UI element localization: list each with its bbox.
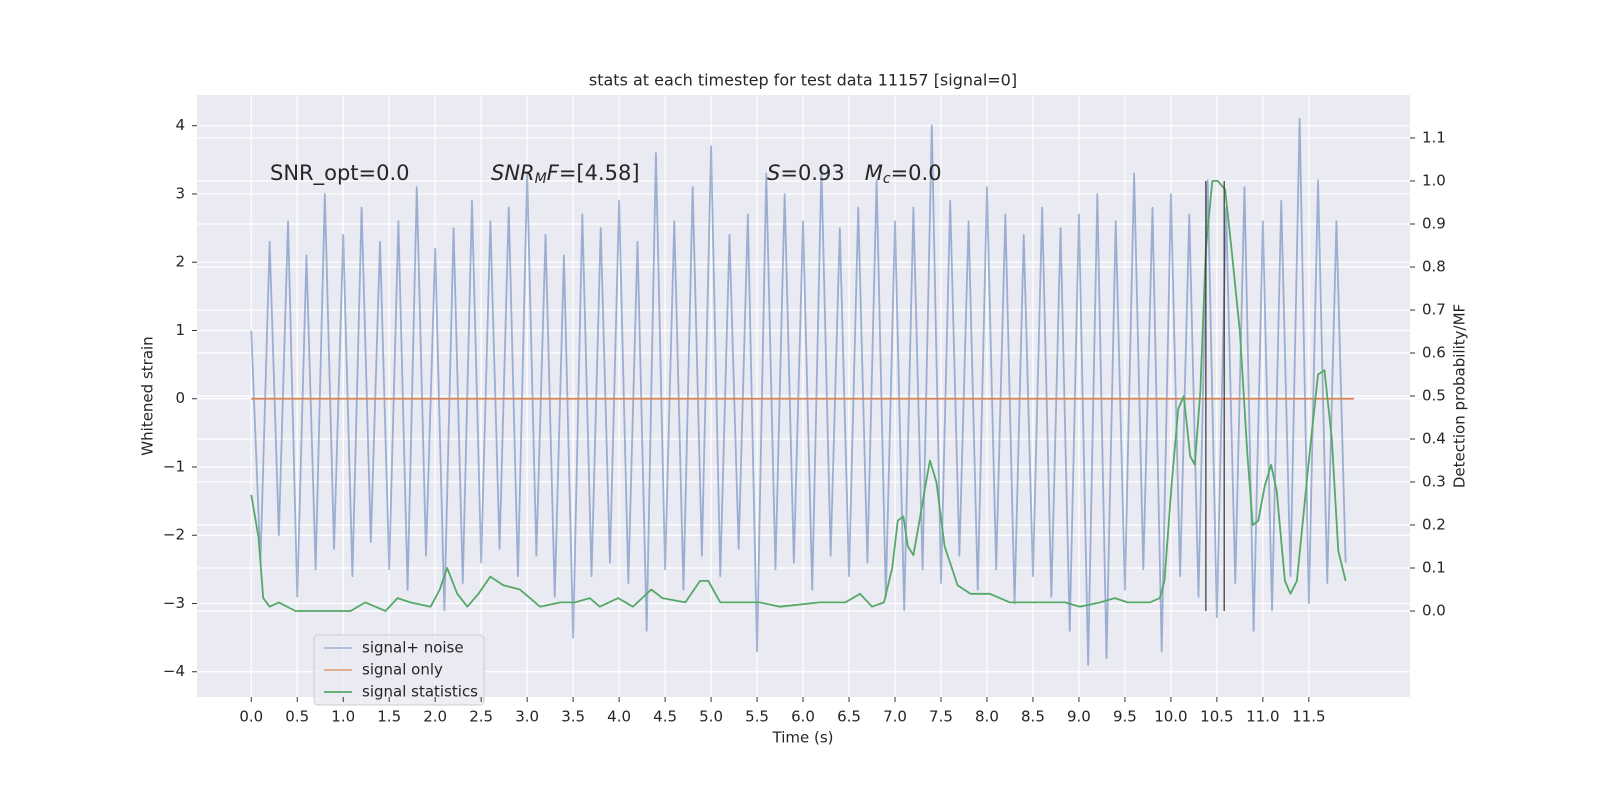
series-line <box>250 180 1347 612</box>
x-tick-label: 1.0 <box>331 708 355 726</box>
x-tick-label: 10.5 <box>1200 708 1233 726</box>
annotation-part: =0.93 <box>780 161 864 185</box>
y-tick-label: −4 <box>163 662 185 680</box>
y2-tick-label: 0.1 <box>1422 559 1446 577</box>
y-tick-label: 3 <box>175 184 185 202</box>
y-tick-label: −3 <box>163 594 185 612</box>
x-tick-label: 8.0 <box>975 708 999 726</box>
y2-tick-label: 0.2 <box>1422 516 1446 534</box>
x-tick-label: 2.5 <box>469 708 493 726</box>
x-tick-label: 3.0 <box>515 708 539 726</box>
annotation-part: =0.0 <box>891 161 942 185</box>
x-tick-label: 5.0 <box>699 708 723 726</box>
legend-label: signal+ noise <box>362 639 464 657</box>
y-tick-label: 1 <box>175 321 185 339</box>
series-line <box>250 117 1347 666</box>
x-tick-label: 3.5 <box>561 708 585 726</box>
y2-tick-label: 0.0 <box>1422 602 1446 620</box>
y2-tick-label: 0.9 <box>1422 215 1446 233</box>
y2-tick-label: 0.6 <box>1422 344 1446 362</box>
legend-box <box>313 634 485 706</box>
annotation-part: F <box>547 161 560 185</box>
y2-tick-label: 1.1 <box>1422 129 1446 147</box>
annotation-part: SNR_opt=0.0 <box>270 161 410 186</box>
annotation: SNR_opt=0.0 <box>270 161 410 186</box>
x-tick-label: 4.5 <box>653 708 677 726</box>
legend: signal+ noise signal only signal statistic… <box>313 634 485 706</box>
y-tick-label: 4 <box>175 116 185 134</box>
x-tick-label: 0.5 <box>285 708 309 726</box>
x-tick-label: 7.0 <box>883 708 907 726</box>
y2-tick-label: 1.0 <box>1422 172 1446 190</box>
chart-title: stats at each timestep for test data 111… <box>589 71 1017 90</box>
annotation-part: c <box>883 171 891 187</box>
annotation: SNRMF=[4.58] <box>491 161 640 187</box>
y-axis-label: Whitened strain <box>139 336 157 455</box>
annotation-part: M <box>535 171 547 187</box>
x-axis-label: Time (s) <box>772 729 834 747</box>
y2-tick-label: 0.3 <box>1422 473 1446 491</box>
annotation-part: =[4.58] <box>559 161 640 185</box>
annotation-part: S <box>767 161 780 185</box>
x-tick-label: 0.0 <box>239 708 263 726</box>
x-tick-label: 8.5 <box>1021 708 1045 726</box>
overlay: SNR_opt=0.0 SNRMF=[4.58] S=0.93 Mc=0.0sign… <box>270 161 942 706</box>
y-tick-label: 0 <box>175 389 185 407</box>
y2-tick-label: 0.8 <box>1422 258 1446 276</box>
legend-label: signal statistics <box>362 683 478 701</box>
x-tick-label: 1.5 <box>377 708 401 726</box>
x-tick-label: 11.0 <box>1246 708 1279 726</box>
x-tick-label: 11.5 <box>1292 708 1325 726</box>
annotation: S=0.93 Mc=0.0 <box>767 161 942 187</box>
x-tick-label: 9.5 <box>1113 708 1137 726</box>
marks <box>250 117 1354 666</box>
annotation-part: SNR <box>491 161 535 185</box>
y2-tick-label: 0.7 <box>1422 301 1446 319</box>
y-tick-label: −1 <box>163 457 185 475</box>
x-tick-label: 4.0 <box>607 708 631 726</box>
y-tick-label: 2 <box>175 253 185 271</box>
x-tick-label: 10.0 <box>1154 708 1187 726</box>
y-tick-label: −2 <box>163 526 185 544</box>
x-tick-label: 5.5 <box>745 708 769 726</box>
x-tick-label: 2.0 <box>423 708 447 726</box>
x-tick-label: 6.5 <box>837 708 861 726</box>
y2-tick-label: 0.4 <box>1422 430 1446 448</box>
y2-tick-label: 0.5 <box>1422 387 1446 405</box>
x-tick-label: 7.5 <box>929 708 953 726</box>
x-tick-label: 6.0 <box>791 708 815 726</box>
legend-label: signal only <box>362 661 443 679</box>
y2-axis-label: Detection probability/MF <box>1451 304 1469 488</box>
x-tick-label: 9.0 <box>1067 708 1091 726</box>
annotation-part: M <box>865 161 883 185</box>
